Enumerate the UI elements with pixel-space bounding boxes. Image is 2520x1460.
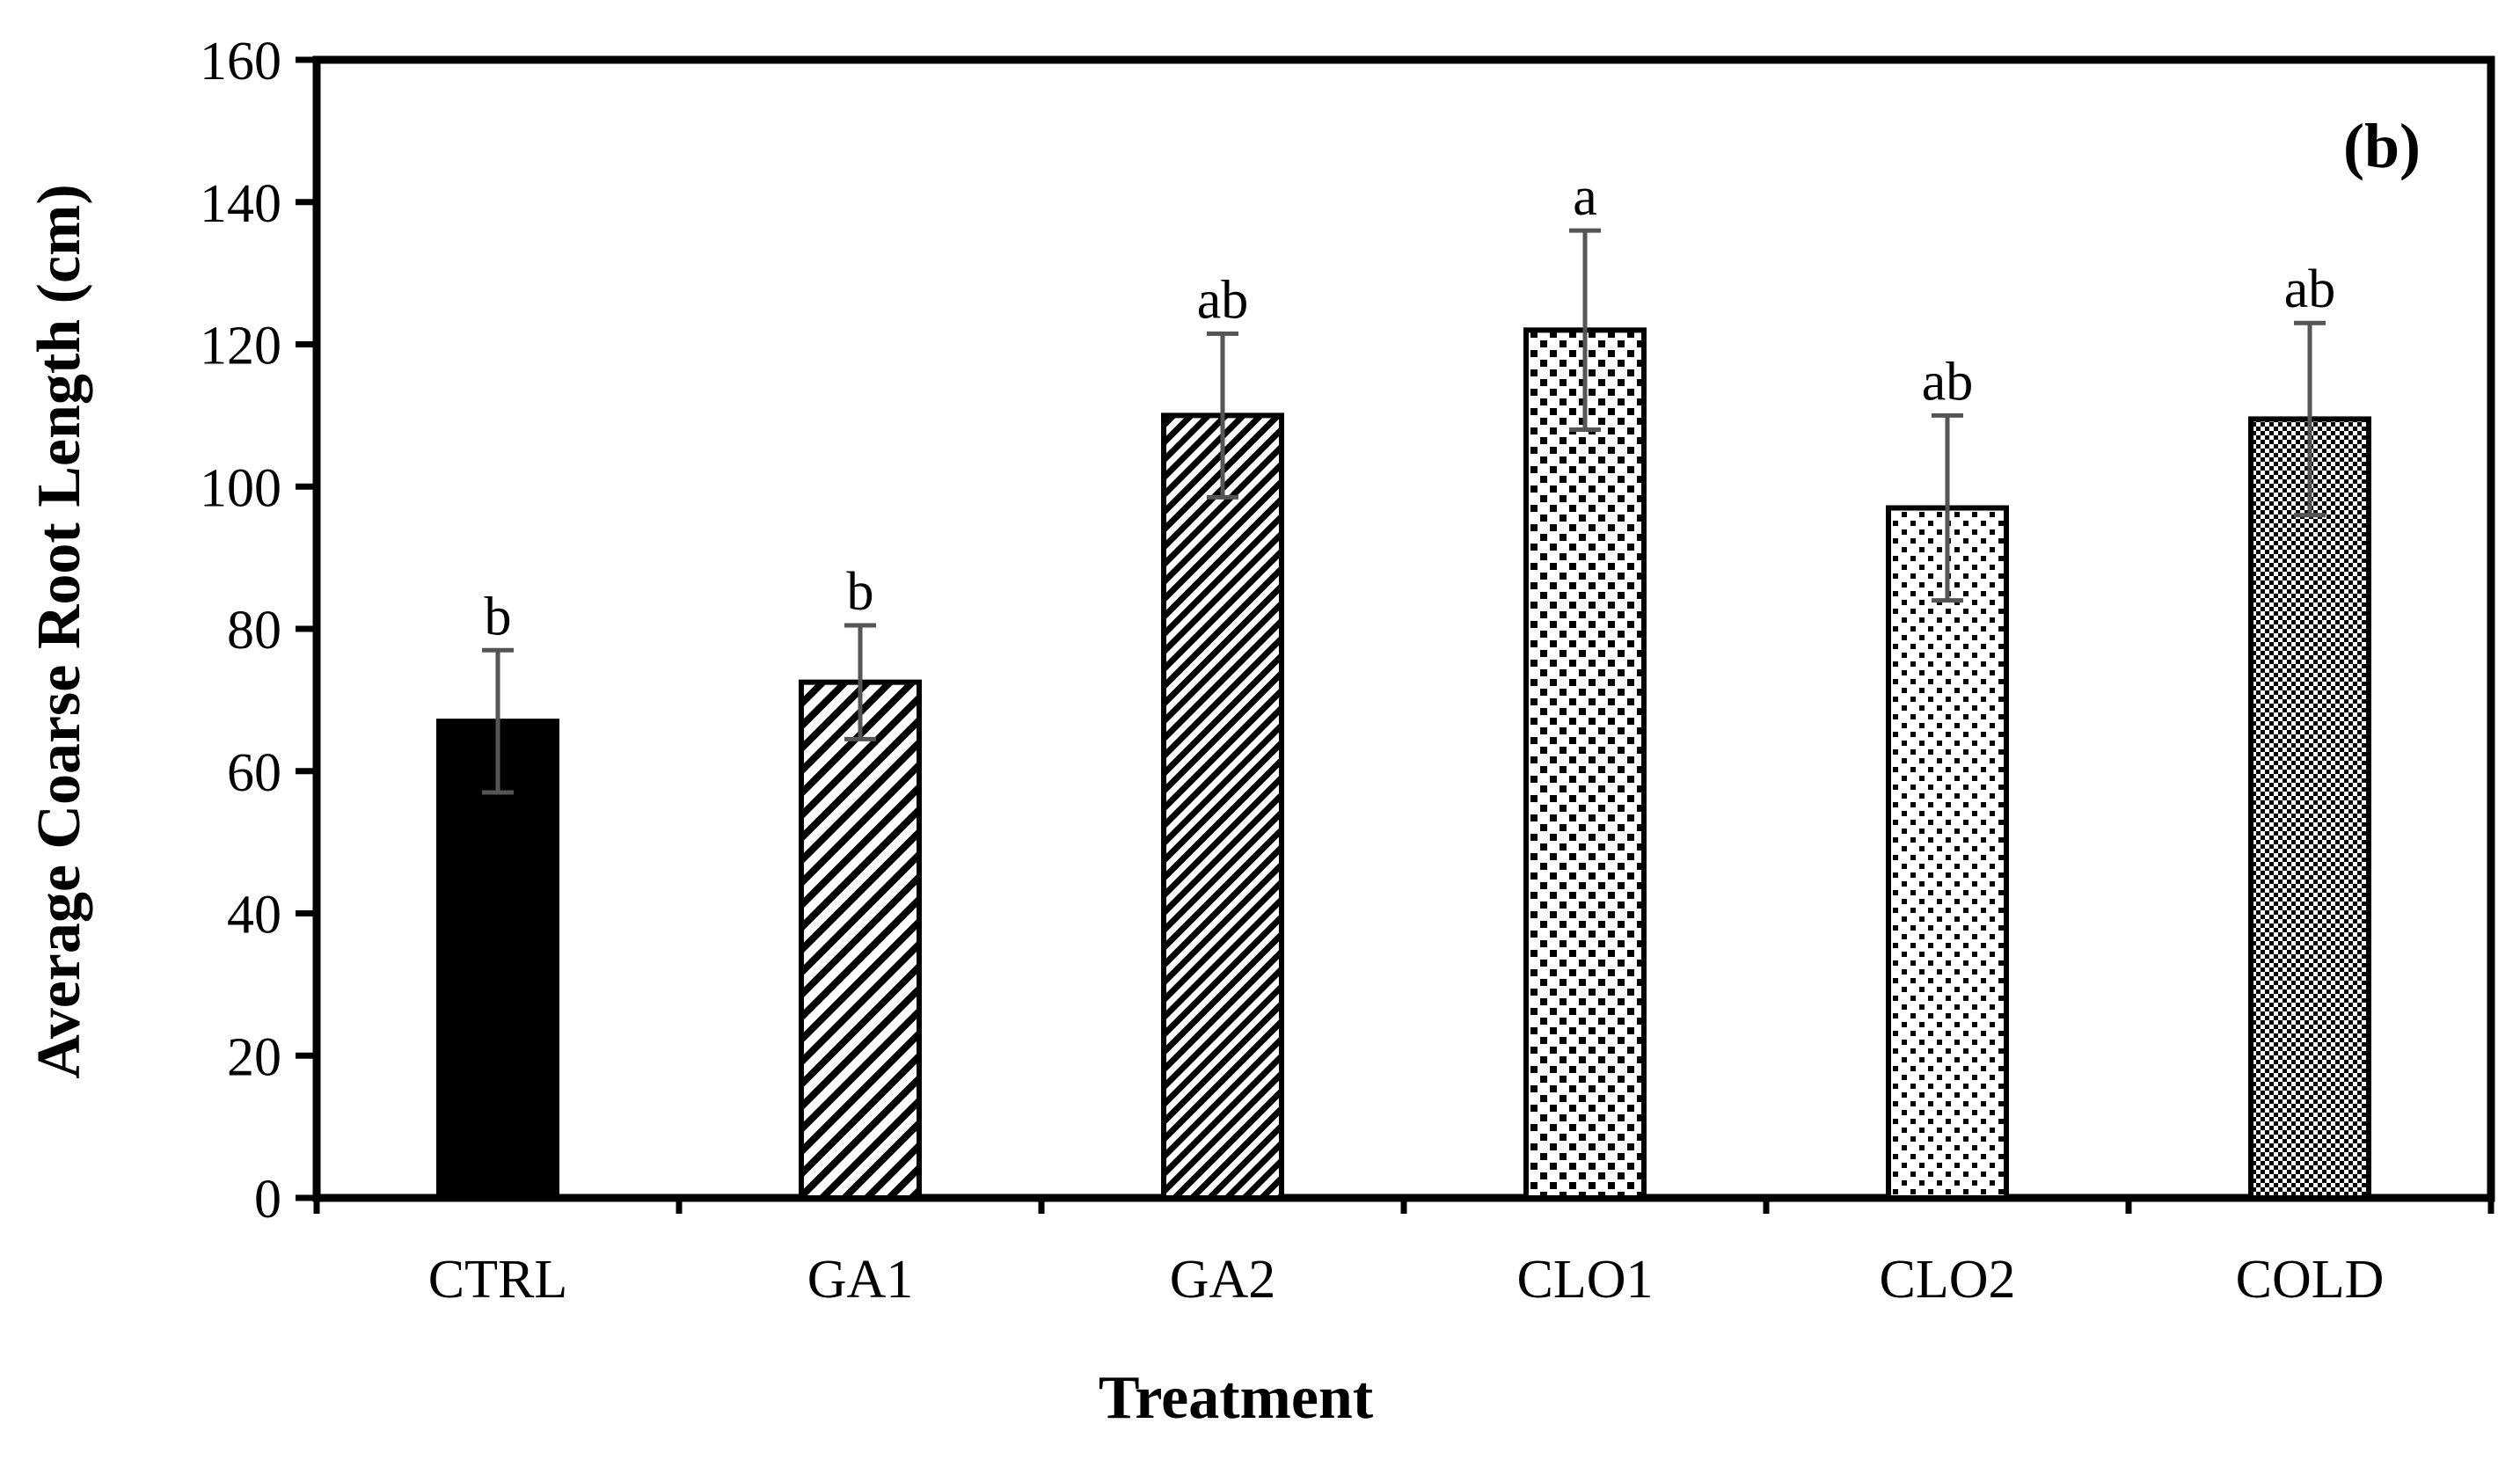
bar-ga2 — [1161, 412, 1284, 1201]
panel-label: (b) — [2343, 111, 2421, 181]
significance-labels: b b ab a ab ab — [485, 167, 2336, 646]
bars — [436, 327, 2371, 1201]
x-tick-label-cold: COLD — [2236, 1250, 2385, 1310]
y-tick-label: 60 — [227, 743, 281, 803]
bar-ga1 — [799, 679, 922, 1201]
y-tick-label: 160 — [200, 32, 281, 91]
significance-label-ga2: ab — [1197, 270, 1249, 330]
bar-clo1 — [1523, 327, 1647, 1201]
y-tick-label: 20 — [227, 1027, 281, 1087]
significance-label-clo1: a — [1573, 167, 1597, 227]
x-tick-label-ga1: GA1 — [807, 1250, 914, 1310]
error-bars — [482, 228, 2326, 795]
x-tick-label-ga2: GA2 — [1170, 1250, 1276, 1310]
x-axis: CTRL GA1 GA2 CLO1 CLO2 COLD — [313, 1198, 2494, 1310]
x-tick-label-ctrl: CTRL — [428, 1250, 567, 1310]
y-axis: 0 20 40 60 80 100 120 140 160 — [200, 32, 317, 1230]
significance-label-ctrl: b — [485, 587, 512, 646]
y-tick-label: 40 — [227, 886, 281, 945]
y-axis-title: Average Coarse Root Length (cm) — [26, 184, 93, 1078]
significance-label-cold: ab — [2284, 259, 2336, 319]
significance-label-clo2: ab — [1922, 352, 1974, 412]
plot-frame — [312, 55, 2495, 1202]
y-tick-label: 100 — [200, 458, 281, 518]
y-tick-label: 0 — [254, 1170, 281, 1230]
bar-clo2 — [1886, 505, 2009, 1201]
x-tick-label-clo1: CLO1 — [1517, 1250, 1654, 1310]
bar-cold — [2248, 416, 2371, 1201]
y-tick-label: 80 — [227, 601, 281, 661]
y-tick-label: 120 — [200, 317, 281, 376]
significance-label-ga1: b — [847, 562, 874, 622]
bar-ctrl — [436, 719, 559, 1201]
x-axis-title: Treatment — [1099, 1364, 1373, 1432]
x-tick-label-clo2: CLO2 — [1880, 1250, 2016, 1310]
y-tick-label: 140 — [200, 174, 281, 234]
